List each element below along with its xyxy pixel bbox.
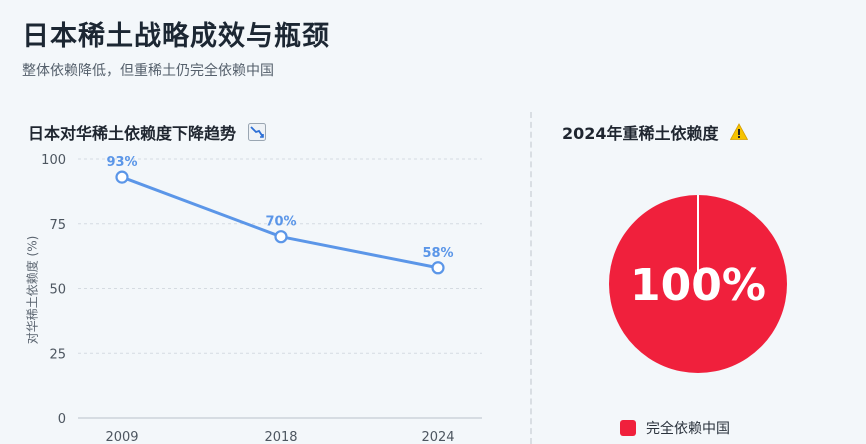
pie-legend-label: 完全依赖中国: [646, 421, 730, 437]
data-label: 58%: [422, 246, 453, 261]
data-point: [431, 261, 445, 275]
data-label: 93%: [106, 155, 137, 170]
warning-icon: [729, 123, 749, 145]
panel-divider: [530, 112, 532, 444]
x-tick-label: 2009: [105, 430, 138, 444]
y-tick-label: 75: [49, 218, 66, 233]
y-tick-label: 25: [49, 347, 66, 362]
pie-chart-title-text: 2024年重稀土依赖度: [562, 124, 719, 143]
data-point: [115, 170, 129, 184]
x-tick-label: 2024: [421, 430, 454, 444]
line-chart-title-text: 日本对华稀土依赖度下降趋势: [28, 124, 237, 143]
line-chart-title: 日本对华稀土依赖度下降趋势: [28, 120, 266, 145]
data-point: [274, 230, 288, 244]
pie-chart-title: 2024年重稀土依赖度: [562, 120, 749, 145]
pie-legend-swatch: [620, 420, 636, 436]
page-title: 日本稀土战略成效与瓶颈: [22, 21, 330, 52]
pie-center-label: 100%: [630, 260, 766, 311]
pie-legend: 完全依赖中国: [620, 418, 730, 438]
y-tick-label: 0: [58, 412, 66, 427]
x-tick-label: 2018: [264, 430, 297, 444]
data-label: 70%: [265, 215, 296, 230]
y-tick-label: 50: [49, 283, 66, 298]
y-tick-label: 100: [41, 153, 66, 168]
chart-decreasing-icon: [247, 123, 266, 145]
page-subtitle: 整体依赖降低，但重稀土仍完全依赖中国: [22, 63, 274, 79]
